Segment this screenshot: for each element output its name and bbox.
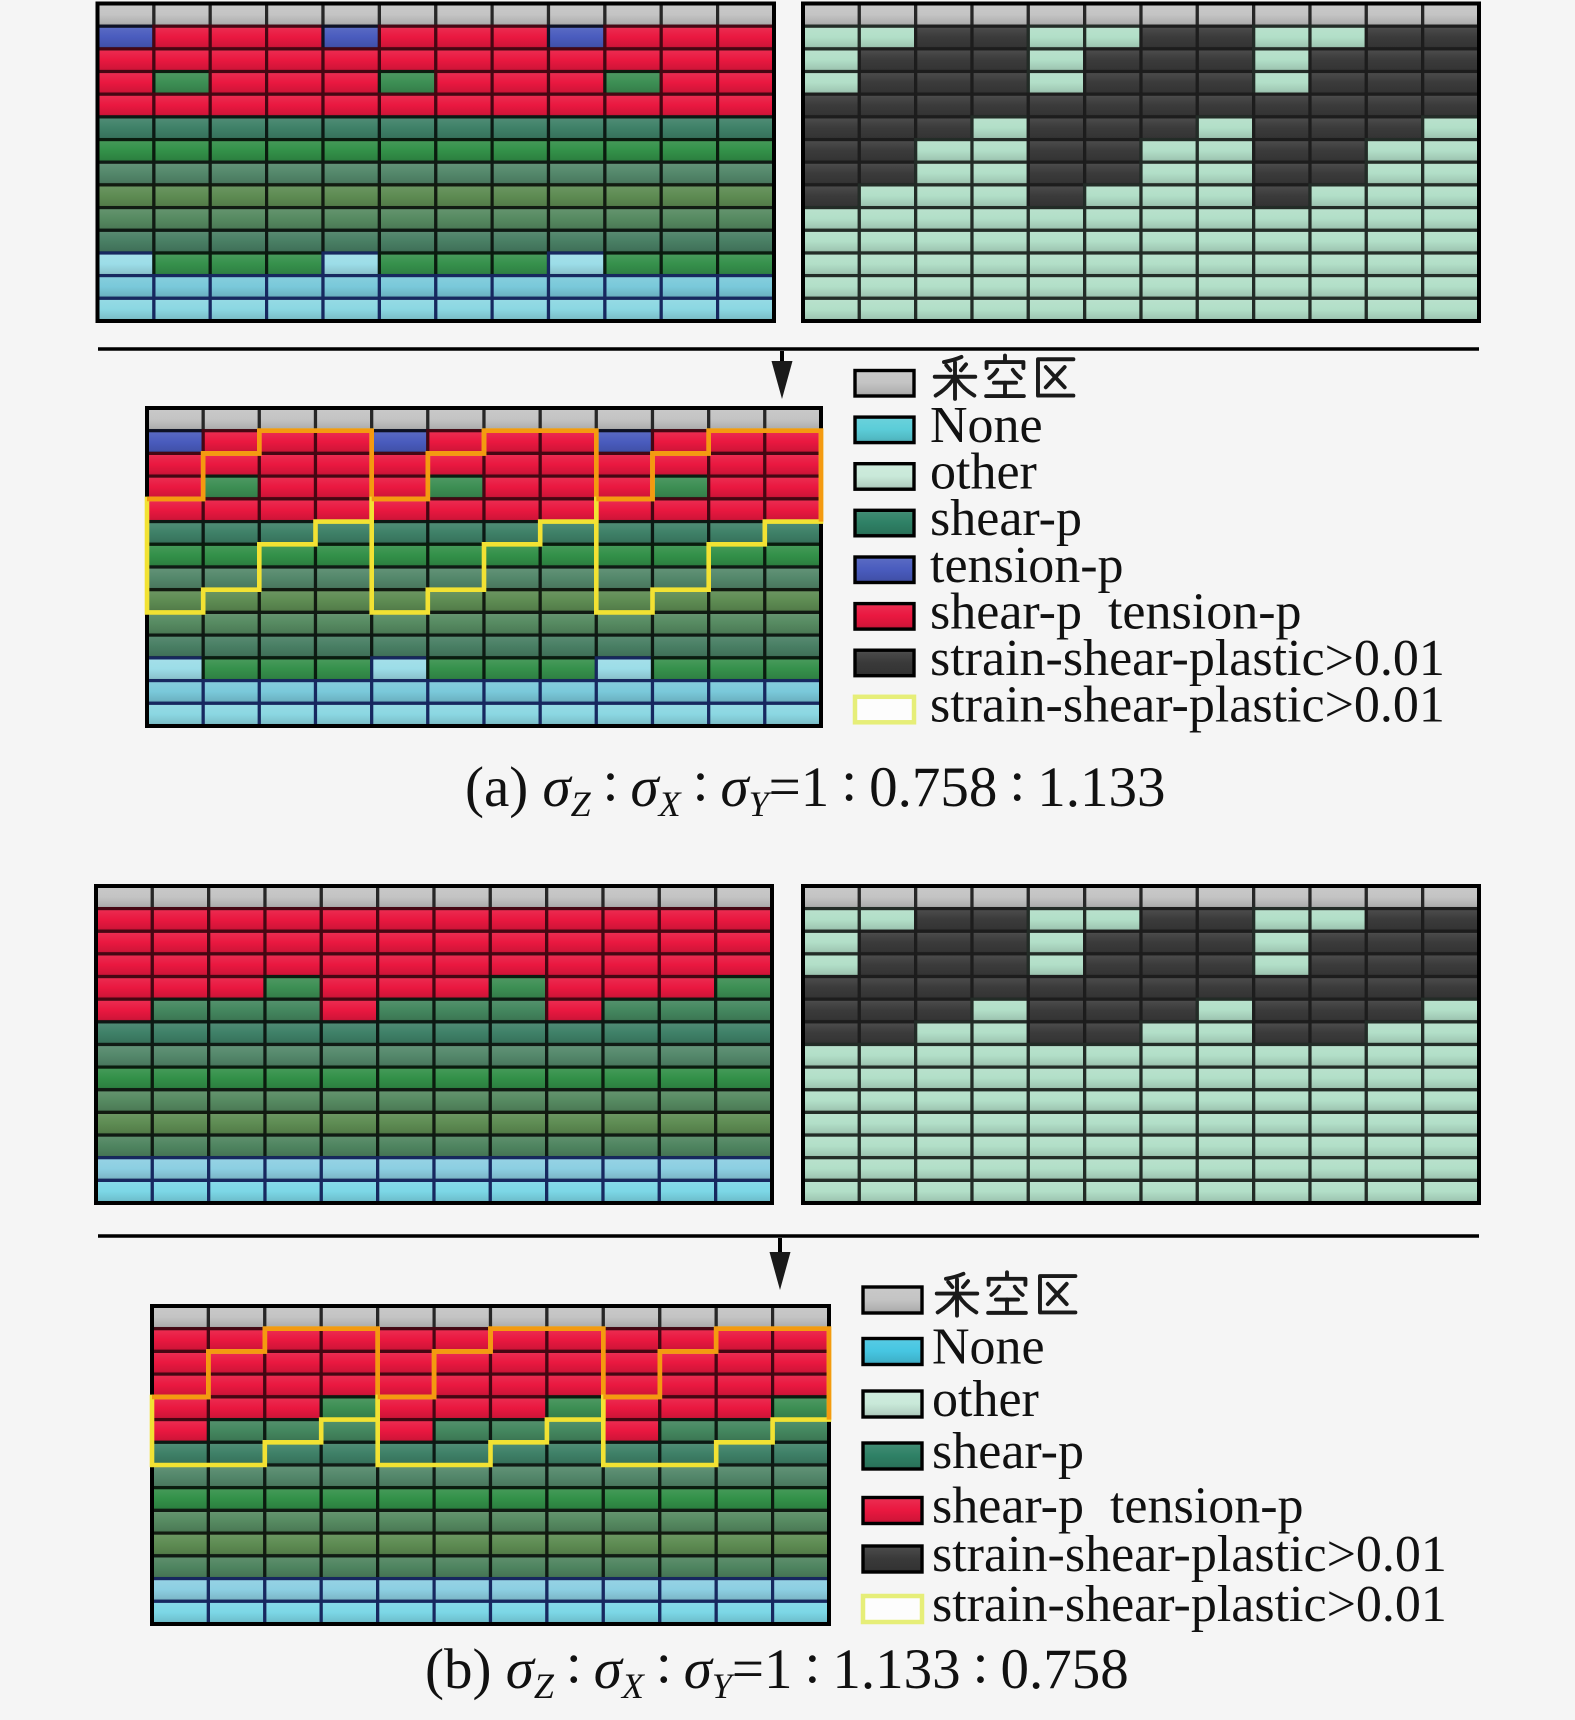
svg-text:strain-shear-plastic>0.01: strain-shear-plastic>0.01 [930, 677, 1445, 734]
svg-text:shear-p tension-p: shear-p tension-p [932, 1478, 1304, 1535]
svg-text:other: other [932, 1371, 1039, 1428]
svg-text:tension-p: tension-p [930, 537, 1124, 594]
svg-text:strain-shear-plastic>0.01: strain-shear-plastic>0.01 [932, 1526, 1447, 1583]
svg-text:shear-p: shear-p [930, 490, 1082, 547]
svg-text:None: None [932, 1319, 1045, 1376]
svg-text:strain-shear-plastic>0.01: strain-shear-plastic>0.01 [932, 1576, 1447, 1633]
svg-text:shear-p tension-p: shear-p tension-p [930, 583, 1302, 640]
svg-text:(b) σZ​:​σX​:​σY​=1:​1.133:​0.: (b) σZ​:​σX​:​σY​=1:​1.133:​0.758 [425, 1632, 1129, 1706]
svg-text:shear-p: shear-p [932, 1423, 1084, 1480]
svg-text:None: None [930, 397, 1043, 454]
svg-text:other: other [930, 443, 1037, 500]
svg-text:(a) σZ​:​σX​:​σY​=1:​0.758:​1.: (a) σZ​:​σX​:​σY​=1:​0.758:​1.133 [465, 750, 1165, 824]
svg-text:strain-shear-plastic>0.01: strain-shear-plastic>0.01 [930, 630, 1445, 687]
